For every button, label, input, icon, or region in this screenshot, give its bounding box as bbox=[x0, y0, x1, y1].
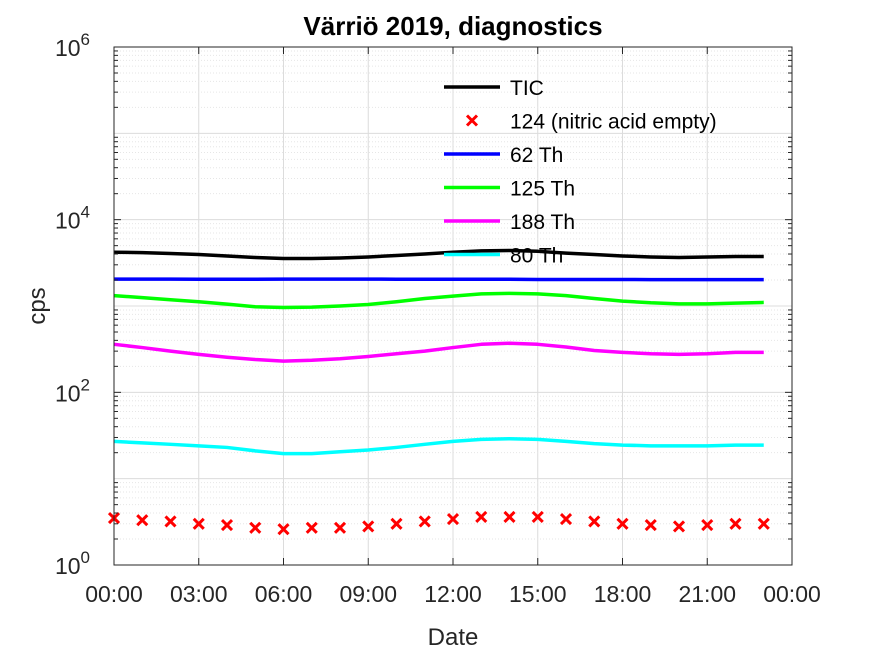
legend-label: 80 Th bbox=[510, 245, 563, 268]
data-point-marker bbox=[588, 515, 601, 528]
y-tick-label: 102 bbox=[55, 375, 90, 406]
data-point-marker bbox=[164, 515, 177, 528]
legend-entry: 188 Th bbox=[444, 211, 575, 234]
data-point-marker bbox=[644, 519, 657, 532]
y-tick-label: 106 bbox=[55, 30, 90, 61]
y-tick-label: 104 bbox=[55, 203, 90, 234]
legend-label: TIC bbox=[510, 77, 544, 100]
data-point-marker bbox=[362, 520, 375, 533]
x-tick-label: 18:00 bbox=[594, 581, 652, 607]
legend-label: 188 Th bbox=[510, 211, 575, 234]
x-tick-label: 03:00 bbox=[170, 581, 228, 607]
data-point-marker bbox=[446, 513, 460, 526]
x-tick-label: 09:00 bbox=[339, 581, 397, 607]
data-point-marker bbox=[757, 517, 770, 530]
legend-label: 124 (nitric acid empty) bbox=[510, 111, 717, 134]
data-point-marker bbox=[418, 515, 431, 528]
x-axis-label: Date bbox=[428, 624, 479, 651]
data-point-marker bbox=[136, 514, 149, 527]
x-tick-label: 12:00 bbox=[424, 581, 482, 607]
x-tick-label: 00:00 bbox=[85, 581, 143, 607]
legend-label: 125 Th bbox=[510, 178, 575, 201]
data-point-marker bbox=[531, 510, 544, 524]
series-line bbox=[113, 291, 764, 310]
legend-entry: TIC bbox=[444, 77, 544, 100]
data-point-marker bbox=[475, 510, 488, 524]
x-tick-label: 21:00 bbox=[678, 581, 736, 607]
data-point-marker bbox=[192, 517, 205, 530]
series-layer bbox=[107, 248, 770, 536]
data-point-marker bbox=[503, 510, 516, 524]
legend-entry: 124 (nitric acid empty) bbox=[465, 111, 717, 134]
series-line bbox=[113, 436, 764, 456]
legend-label: 62 Th bbox=[510, 144, 563, 167]
data-point-marker bbox=[672, 520, 686, 533]
series-line bbox=[113, 341, 764, 363]
data-point-marker bbox=[277, 523, 290, 536]
legend-entry: 62 Th bbox=[444, 144, 563, 167]
y-tick-label: 100 bbox=[55, 548, 90, 579]
legend-entry: 125 Th bbox=[444, 178, 575, 201]
series-line bbox=[114, 277, 764, 282]
data-point-marker bbox=[249, 521, 262, 534]
y-axis-label: cps bbox=[24, 287, 51, 324]
x-tick-label: 06:00 bbox=[255, 581, 313, 607]
data-point-marker bbox=[559, 513, 573, 526]
data-point-marker bbox=[616, 517, 629, 530]
x-tick-label: 15:00 bbox=[509, 581, 567, 607]
legend-marker bbox=[465, 114, 479, 127]
data-point-marker bbox=[701, 519, 714, 532]
data-point-marker bbox=[305, 521, 318, 534]
data-point-marker bbox=[390, 517, 403, 530]
legend: TIC 124 (nitric acid empty) 62 Th 125 Th 188… bbox=[444, 77, 717, 268]
grid bbox=[113, 47, 793, 566]
legend-entry: 80 Th bbox=[444, 245, 563, 268]
series-line bbox=[113, 248, 764, 261]
x-tick-label: 00:00 bbox=[763, 581, 821, 607]
chart-title: Värriö 2019, diagnostics bbox=[303, 11, 602, 41]
data-point-marker bbox=[333, 521, 347, 534]
axis-ticks: 00:00 03:00 06:00 09:00 12:00 15:00 18:00 21:00… bbox=[55, 30, 821, 607]
data-point-marker bbox=[220, 519, 234, 532]
data-point-marker bbox=[729, 517, 742, 530]
